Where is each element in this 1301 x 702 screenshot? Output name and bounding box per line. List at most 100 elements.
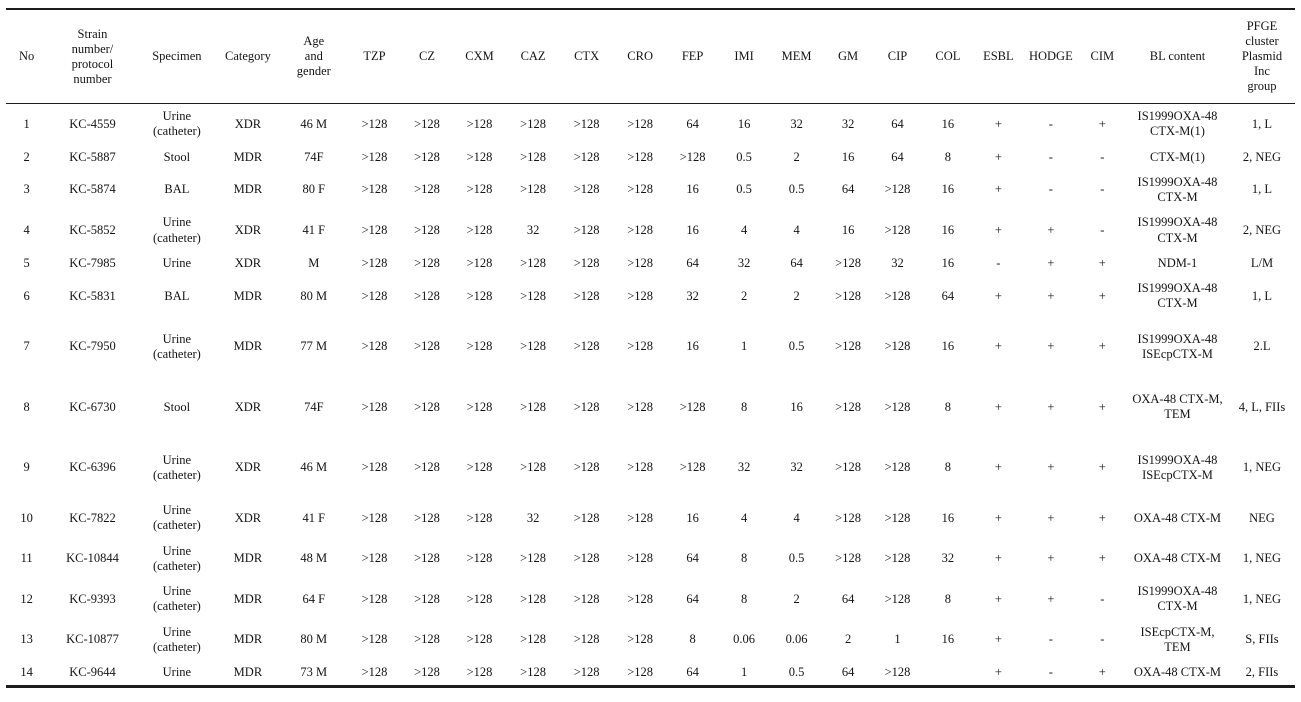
table-cell: >128 [627, 222, 654, 237]
table-cell: NEG [1249, 510, 1275, 525]
table-row: 4 KC-5852 Urine (catheter) XDR 41 F >128 >128 >… [6, 210, 1295, 251]
table-cell: KC-5874 [69, 182, 116, 197]
table-cell: >128 [835, 551, 861, 566]
table-cell: >128 [627, 460, 654, 475]
table-cell: 4 [23, 222, 30, 237]
table-cell: XDR [234, 399, 262, 414]
table-cell: >128 [520, 591, 546, 606]
table-cell: >128 [520, 339, 546, 354]
table-cell: 80 M [300, 632, 328, 647]
table-cell: 4 [793, 510, 800, 525]
table-cell: + [1047, 255, 1055, 270]
table-cell: >128 [466, 632, 493, 647]
column-header-ctx: CTX [559, 9, 614, 104]
table-cell: >128 [466, 288, 493, 303]
table-cell: >128 [414, 222, 440, 237]
table-cell: >128 [627, 339, 654, 354]
table-cell: 32 [790, 460, 803, 475]
table-cell: - [1048, 665, 1053, 679]
table-cell: 0.5 [736, 182, 752, 197]
table-cell: + [1047, 222, 1055, 237]
table-cell: 32 [526, 510, 540, 525]
table-cell: + [994, 632, 1002, 647]
table-cell: KC-9393 [69, 591, 116, 606]
table-cell: ISEcpCTX-M, TEM [1140, 624, 1215, 654]
table-cell: + [994, 591, 1002, 606]
table-cell: 32 [686, 288, 699, 303]
table-cell: >128 [573, 632, 600, 647]
table-cell: IS1999OXA-48 ISEcpCTX-M [1137, 452, 1218, 482]
table-cell: >128 [414, 591, 440, 606]
table-cell: >128 [520, 551, 546, 566]
table-cell: 7 [23, 339, 30, 354]
table-cell: + [1047, 399, 1055, 414]
table-cell: + [994, 182, 1002, 197]
table-cell: 64 [891, 149, 904, 164]
table-cell: >128 [361, 288, 388, 303]
table-cell: KC-5852 [69, 222, 116, 237]
table-body: 1 KC-4559 Urine (catheter) XDR 46 M >128 >128 >… [6, 104, 1295, 687]
table-cell: 0.5 [736, 149, 752, 164]
table-cell: >128 [835, 510, 861, 525]
table-cell: >128 [627, 551, 654, 566]
table-cell: 4, L, FIIs [1238, 399, 1286, 414]
table-cell: Urine (catheter) [152, 215, 201, 245]
table-cell: >128 [520, 399, 546, 414]
table-cell: 32 [737, 460, 751, 475]
table-cell: KC-10877 [66, 632, 119, 647]
table-cell: 64 [941, 288, 955, 303]
table-cell: >128 [884, 182, 911, 197]
table-cell: + [994, 288, 1002, 303]
table-cell: >128 [627, 591, 654, 606]
table-cell: + [1098, 339, 1106, 354]
table-cell: KC-9644 [69, 665, 116, 679]
table-cell: >128 [573, 149, 600, 164]
column-header-hodge: HODGE [1023, 9, 1079, 104]
table-cell: >128 [414, 460, 440, 475]
table-cell: MDR [233, 632, 263, 647]
table-cell: MDR [233, 149, 263, 164]
table-cell: 32 [737, 255, 751, 270]
table-cell: >128 [679, 399, 706, 414]
table-cell: BAL [164, 182, 190, 197]
table-cell: >128 [627, 632, 654, 647]
column-header-imi: IMI [718, 9, 770, 104]
table-cell: - [1100, 182, 1105, 197]
table-cell: 16 [941, 182, 955, 197]
table-cell: IS1999OXA-48 CTX-M(1) [1137, 109, 1218, 139]
table-cell: 12 [20, 591, 33, 606]
table-cell: 16 [686, 222, 699, 237]
table-cell: + [994, 222, 1002, 237]
table-cell: >128 [520, 288, 546, 303]
table-cell: 1, NEG [1242, 551, 1282, 566]
table-cell: 4 [740, 510, 748, 525]
table-cell: >128 [414, 255, 440, 270]
table-cell: 73 M [300, 665, 328, 679]
table-cell: + [1098, 255, 1106, 270]
table-cell: >128 [466, 222, 493, 237]
column-header-strain: Strain number/ protocol number [47, 9, 138, 104]
table-cell: 1, NEG [1242, 460, 1282, 475]
table-cell: MDR [233, 551, 263, 566]
table-cell: NDM-1 [1157, 255, 1198, 270]
table-cell: >128 [466, 510, 493, 525]
table-cell: >128 [884, 460, 911, 475]
table-cell: 16 [686, 182, 699, 197]
table-cell: >128 [361, 255, 388, 270]
table-cell: >128 [361, 510, 388, 525]
table-cell: + [994, 460, 1002, 475]
table-cell: KC-10844 [66, 551, 119, 566]
table-cell: KC-5887 [69, 149, 116, 164]
table-cell: >128 [520, 460, 546, 475]
table-cell: - [1048, 116, 1053, 131]
table-cell: >128 [627, 288, 654, 303]
table-cell: 80 F [302, 182, 326, 197]
table-row: 3 KC-5874 BAL MDR 80 F >128 >128 >128 >128 >128 >1… [6, 170, 1295, 211]
table-cell: 8 [740, 551, 748, 566]
table-cell: S, FIIs [1245, 632, 1279, 647]
table-cell: - [996, 255, 1001, 270]
table-cell: >128 [884, 510, 911, 525]
table-cell: 64 F [302, 591, 326, 606]
table-cell: >128 [627, 149, 654, 164]
table-cell: 8 [740, 591, 748, 606]
